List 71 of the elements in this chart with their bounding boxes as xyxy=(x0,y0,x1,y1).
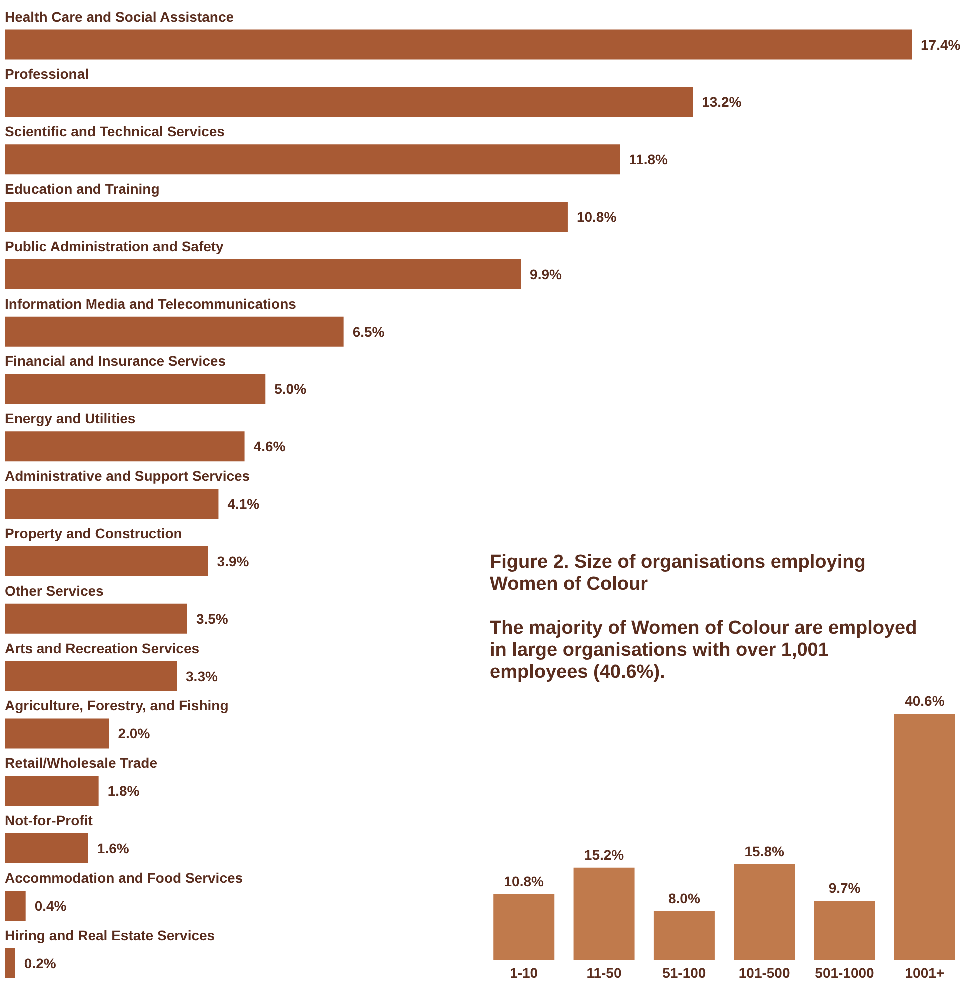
data-label: 10.8% xyxy=(576,209,618,226)
data-label: 4.1% xyxy=(228,496,260,512)
y-tick-label: Energy and Utilities xyxy=(5,410,136,427)
y-tick-label: Hiring and Real Estate Services xyxy=(5,927,216,944)
y-tick-label: Education and Training xyxy=(5,181,160,198)
data-label: 10.8% xyxy=(504,874,545,890)
bar xyxy=(5,259,522,290)
bar xyxy=(5,776,99,806)
bar xyxy=(5,30,912,60)
bar xyxy=(894,714,956,960)
x-tick-label: 501-1000 xyxy=(815,964,875,981)
data-label: 2.0% xyxy=(118,726,151,742)
data-label: 17.4% xyxy=(921,36,962,53)
data-label: 0.4% xyxy=(34,898,68,914)
bar xyxy=(5,834,88,864)
y-tick-label: Not-for-Profit xyxy=(5,812,94,829)
bar xyxy=(5,718,110,749)
data-label: 15.2% xyxy=(584,846,625,863)
data-label: 3.9% xyxy=(217,553,250,570)
bar xyxy=(494,894,555,960)
bar xyxy=(5,87,694,118)
data-label: 15.8% xyxy=(744,843,786,860)
y-tick-label: Arts and Recreation Services xyxy=(5,640,200,656)
bar xyxy=(574,868,635,960)
bar xyxy=(814,901,876,960)
bar xyxy=(5,546,208,576)
y-tick-label: Information Media and Telecommunications xyxy=(5,296,297,312)
y-tick-label: Scientific and Technical Services xyxy=(5,124,226,140)
data-label: 6.5% xyxy=(352,324,386,340)
y-tick-label: Professional xyxy=(5,66,90,82)
bar xyxy=(5,316,344,347)
data-label: 5.0% xyxy=(274,381,308,398)
y-tick-label: Health Care and Social Assistance xyxy=(5,8,234,25)
bar xyxy=(5,661,178,692)
x-tick-label: 1-10 xyxy=(510,964,538,981)
chart-title: Figure 2. Size of organisations employing Women of Colour xyxy=(490,552,867,596)
data-label: 4.6% xyxy=(254,438,286,455)
bar xyxy=(5,948,16,978)
data-label: 1.6% xyxy=(97,840,130,857)
bar xyxy=(5,202,568,232)
data-label: 9.9% xyxy=(530,266,563,282)
data-label: 3.5% xyxy=(196,610,229,627)
y-tick-label: Accommodation and Food Services xyxy=(5,870,244,886)
data-label: 40.6% xyxy=(905,693,946,709)
bar xyxy=(5,890,26,921)
y-tick-label: Administrative and Support Services xyxy=(5,468,250,484)
bar xyxy=(654,912,715,960)
data-label: 0.2% xyxy=(24,955,57,972)
data-label: 13.2% xyxy=(702,94,742,110)
y-tick-label: Agriculture, Forestry, and Fishing xyxy=(5,698,229,714)
x-tick-label: 11-50 xyxy=(586,964,622,981)
data-label: 11.8% xyxy=(629,152,669,168)
data-label: 3.3% xyxy=(186,668,218,684)
bar xyxy=(5,604,188,634)
chart-subtitle: The majority of Women of Colour are employed in large organisations with over 1,001 employees (40.6%). xyxy=(490,618,918,684)
y-tick-label: Public Administration and Safety xyxy=(5,238,224,254)
x-tick-label: 1001+ xyxy=(905,964,945,981)
y-tick-label: Other Services xyxy=(5,582,104,599)
bar xyxy=(5,374,266,404)
data-label: 8.0% xyxy=(668,890,701,907)
y-tick-label: Financial and Insurance Services xyxy=(5,353,226,370)
data-label: 9.7% xyxy=(828,880,862,896)
bar xyxy=(5,144,620,175)
bar xyxy=(5,489,219,520)
bar xyxy=(5,432,245,462)
x-tick-label: 101-500 xyxy=(738,964,790,981)
x-tick-label: 51-100 xyxy=(662,964,706,981)
data-label: 1.8% xyxy=(108,783,140,800)
y-tick-label: Property and Construction xyxy=(5,525,182,542)
y-tick-label: Retail/Wholesale Trade xyxy=(5,755,158,772)
bar xyxy=(734,864,796,960)
